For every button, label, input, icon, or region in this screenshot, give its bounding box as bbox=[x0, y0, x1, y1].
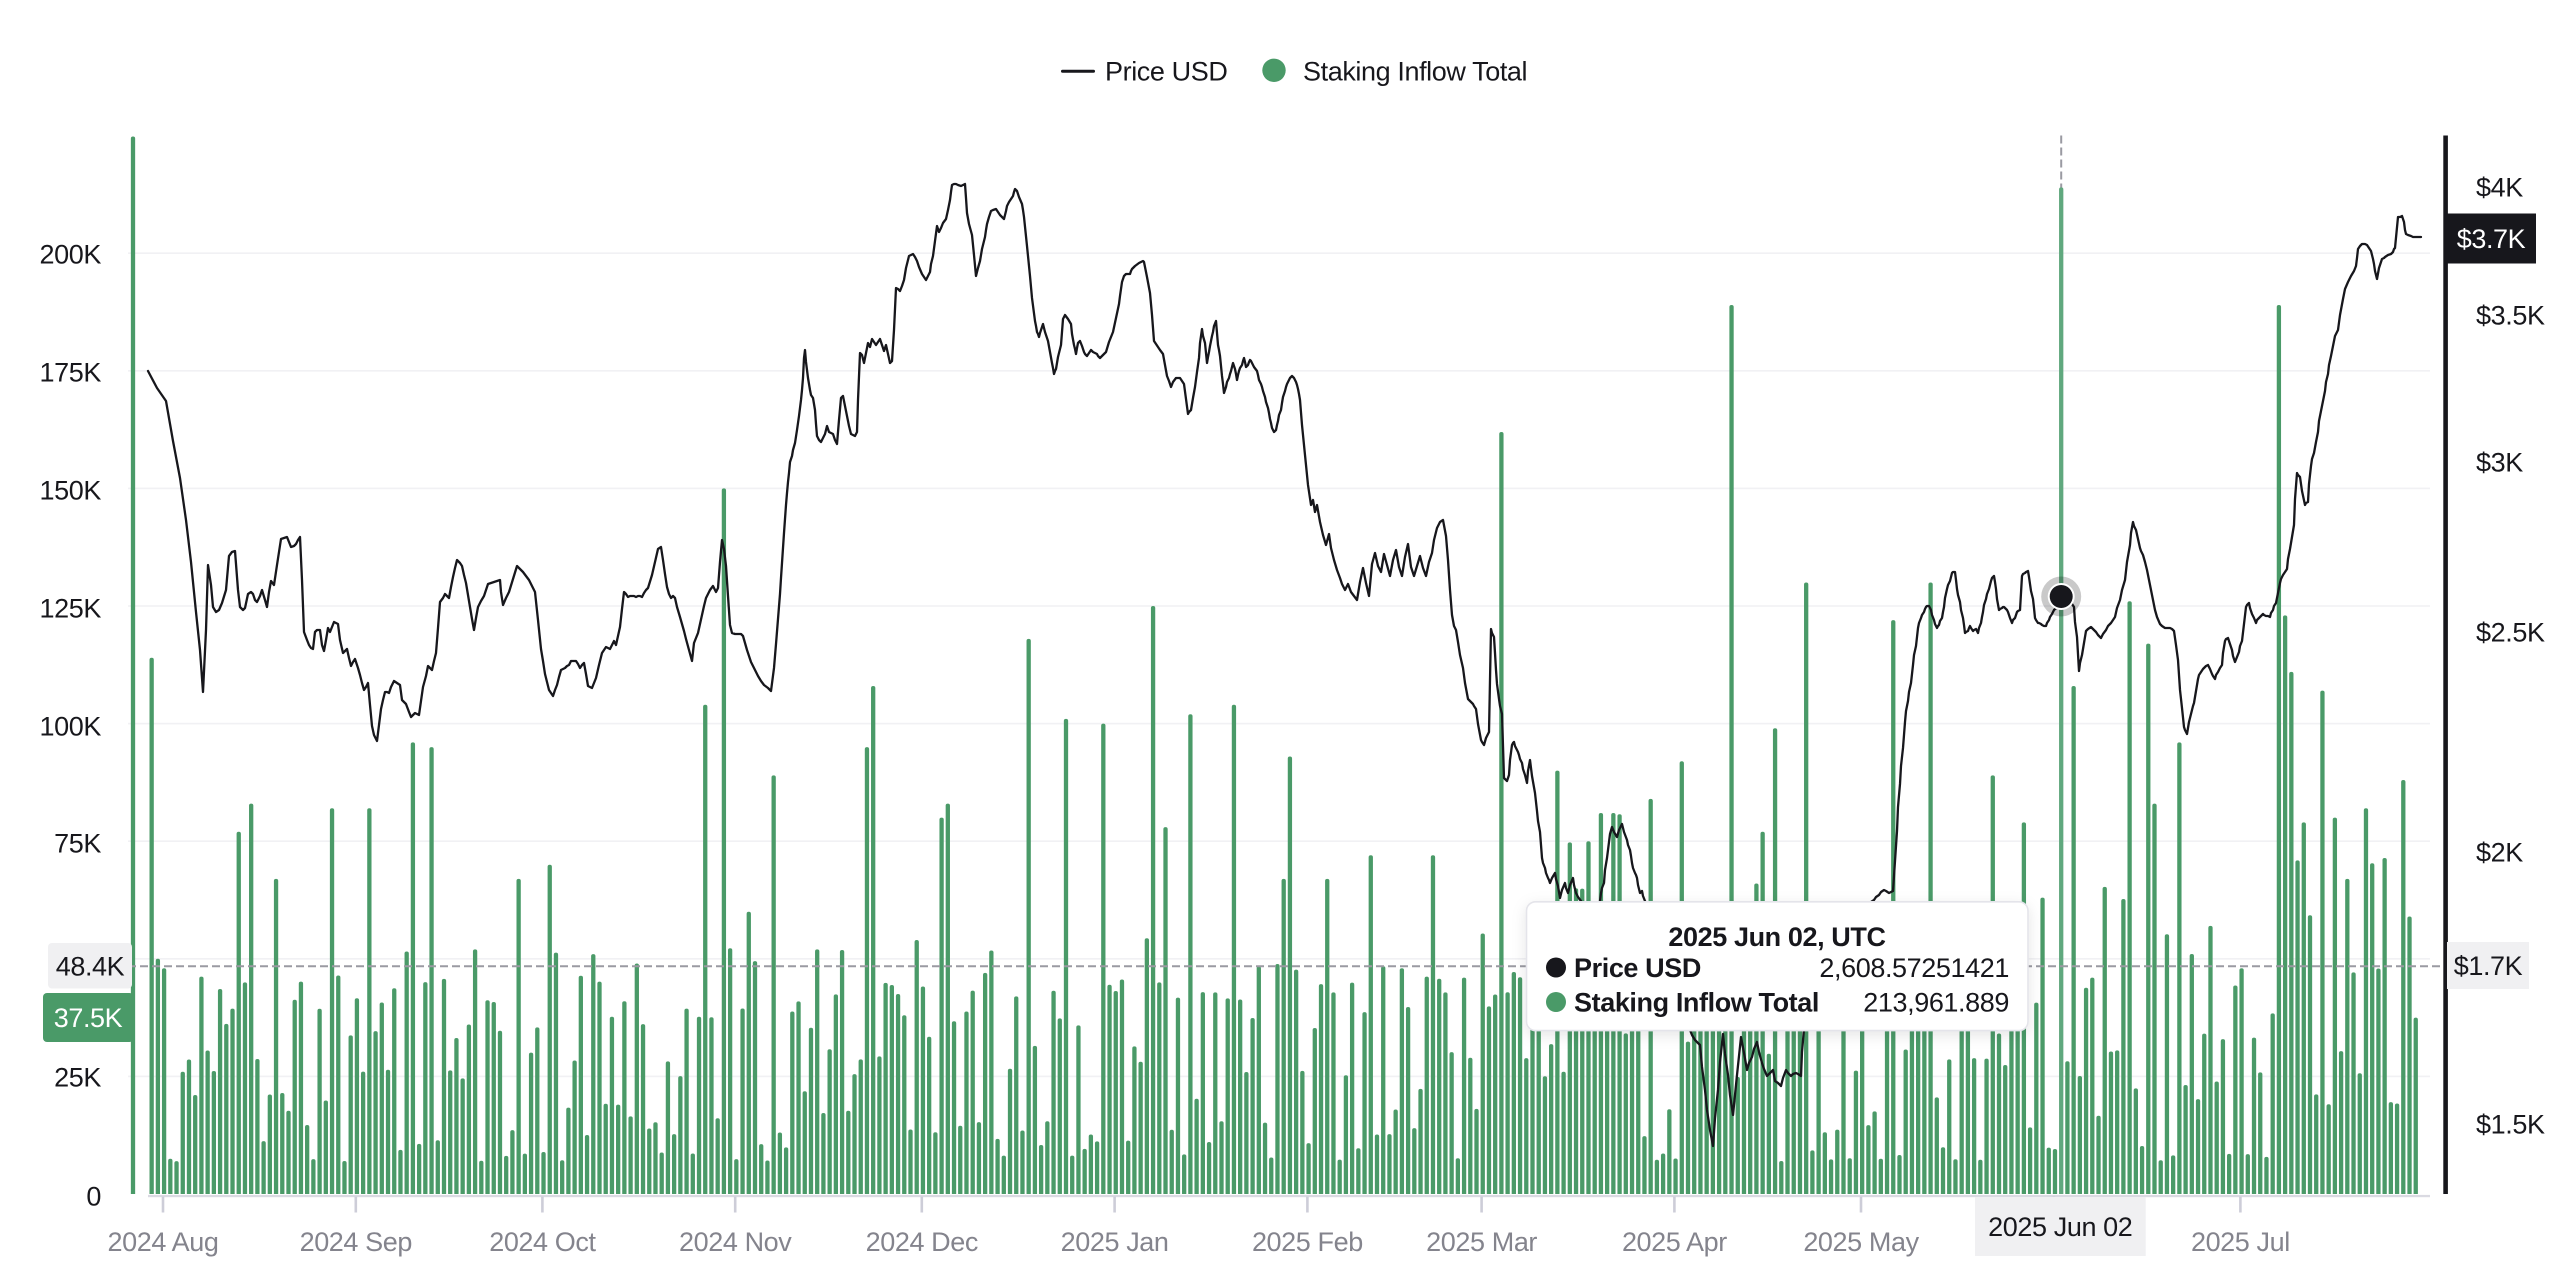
svg-text:$1.7K: $1.7K bbox=[2454, 951, 2523, 981]
svg-text:2024 Aug: 2024 Aug bbox=[108, 1227, 219, 1257]
svg-text:$2K: $2K bbox=[2476, 838, 2523, 868]
svg-text:175K: 175K bbox=[40, 358, 102, 388]
svg-text:75K: 75K bbox=[54, 829, 101, 859]
svg-text:2,608.57251421: 2,608.57251421 bbox=[1819, 953, 2009, 983]
svg-text:200K: 200K bbox=[40, 240, 102, 270]
svg-text:2024 Nov: 2024 Nov bbox=[679, 1227, 792, 1257]
svg-text:125K: 125K bbox=[40, 594, 102, 624]
svg-text:0: 0 bbox=[86, 1182, 101, 1212]
svg-text:37.5K: 37.5K bbox=[54, 1003, 123, 1033]
svg-text:100K: 100K bbox=[40, 712, 102, 742]
svg-text:2024 Dec: 2024 Dec bbox=[866, 1227, 978, 1257]
svg-text:$4K: $4K bbox=[2476, 173, 2523, 203]
svg-text:2025 Jun 02, UTC: 2025 Jun 02, UTC bbox=[1668, 922, 1885, 952]
svg-text:48.4K: 48.4K bbox=[56, 952, 125, 982]
svg-text:Staking Inflow Total: Staking Inflow Total bbox=[1303, 57, 1527, 87]
svg-text:$2.5K: $2.5K bbox=[2476, 618, 2545, 648]
svg-text:$3K: $3K bbox=[2476, 448, 2523, 478]
svg-text:2025 Mar: 2025 Mar bbox=[1426, 1227, 1537, 1257]
svg-text:2025 Jun 02: 2025 Jun 02 bbox=[1988, 1212, 2132, 1242]
svg-text:2024 Oct: 2024 Oct bbox=[489, 1227, 596, 1257]
svg-text:Price USD: Price USD bbox=[1105, 57, 1227, 87]
svg-text:150K: 150K bbox=[40, 476, 102, 506]
svg-text:25K: 25K bbox=[54, 1063, 101, 1093]
svg-text:$3.7K: $3.7K bbox=[2457, 224, 2526, 254]
svg-text:2025 Feb: 2025 Feb bbox=[1252, 1227, 1363, 1257]
svg-text:2025 Jan: 2025 Jan bbox=[1061, 1227, 1169, 1257]
svg-text:213,961.889: 213,961.889 bbox=[1863, 988, 2009, 1018]
svg-text:Price USD: Price USD bbox=[1574, 953, 1701, 983]
svg-text:2025 Apr: 2025 Apr bbox=[1622, 1227, 1727, 1257]
svg-text:$3.5K: $3.5K bbox=[2476, 301, 2545, 331]
svg-text:2024 Sep: 2024 Sep bbox=[300, 1227, 412, 1257]
svg-text:2025 Jul: 2025 Jul bbox=[2191, 1227, 2290, 1257]
svg-text:2025 May: 2025 May bbox=[1803, 1227, 1919, 1257]
svg-text:$1.5K: $1.5K bbox=[2476, 1110, 2545, 1140]
svg-text:Staking Inflow Total: Staking Inflow Total bbox=[1574, 988, 1819, 1018]
